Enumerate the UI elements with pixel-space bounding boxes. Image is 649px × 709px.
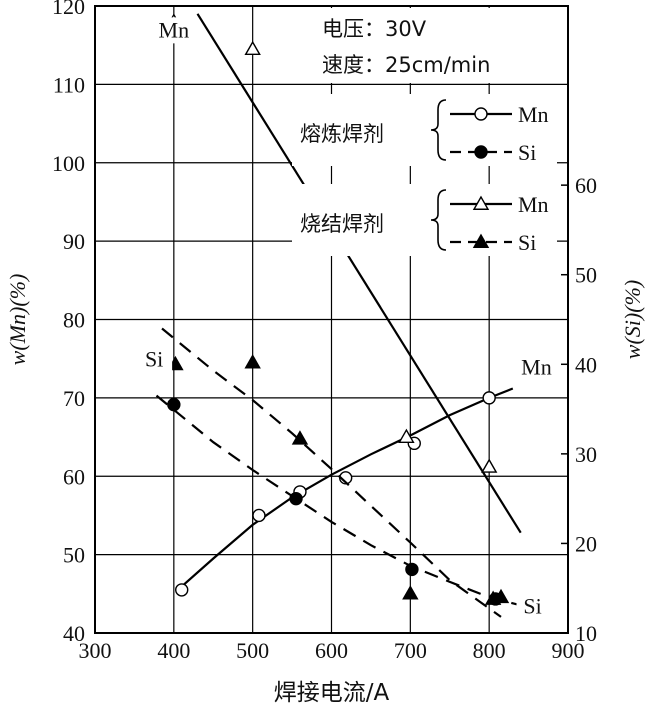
y-tick-label: 50: [63, 543, 85, 568]
y2-tick-label: 40: [575, 352, 597, 377]
legend-background: [292, 184, 557, 256]
legend-brace: [430, 99, 447, 161]
legend-entry-label: Mn: [518, 192, 549, 217]
y2-axis-label: w(Si)(%): [620, 280, 645, 359]
data-point-fused-mn: [175, 583, 189, 597]
conditions-box: 电压：30V 速度：25cm/min: [310, 8, 560, 83]
data-point-fused-si: [405, 562, 419, 577]
legend-group-label: 熔炼焊剂: [300, 122, 384, 146]
y2-tick-label: 10: [575, 621, 597, 646]
series-line-fused-mn: [177, 387, 514, 591]
x-tick-label: 800: [473, 638, 506, 663]
axis-ticks: 300 400 500 600 700 800 900 40 50 60 70 80 90 100 110 1…: [52, 0, 597, 663]
y-tick-label: 110: [53, 72, 85, 97]
annotation-background: [138, 346, 173, 373]
y2-tick-label: 20: [575, 531, 597, 556]
annotation-background: [520, 354, 555, 381]
legend-entry-label: Mn: [518, 102, 549, 127]
series-fused-si: [155, 394, 518, 606]
conditions-background: [310, 8, 560, 83]
condition-speed: 速度：25cm/min: [322, 53, 490, 77]
annotation-label-mn: Mn: [159, 17, 190, 42]
data-point-sintered-mn: [398, 428, 415, 444]
plot-series: [155, 13, 522, 618]
y-tick-label: 120: [52, 0, 85, 19]
legend-marker: [472, 195, 490, 210]
y-tick-label: 100: [52, 151, 85, 176]
y-tick-label: 90: [63, 229, 85, 254]
x-tick-label: 400: [157, 638, 190, 663]
plot-frame: [94, 5, 569, 634]
annotation-label-si: Si: [145, 347, 163, 372]
legend-brace: [430, 189, 447, 251]
x-axis-label: 焊接电流/A: [274, 680, 390, 706]
data-point-fused-mn: [252, 508, 266, 523]
annotations: Mn Si Mn Si: [138, 17, 555, 620]
x-tick-label: 300: [79, 638, 112, 663]
y-tick-label: 60: [63, 464, 85, 489]
x-tick-label: 700: [394, 638, 427, 663]
legend: 熔炼焊剂 Mn Si 烧结焊剂 Mn Si: [292, 94, 557, 256]
y2-tick-label: 60: [575, 173, 597, 198]
legend-entry-label: Si: [518, 230, 536, 255]
series-line-sintered-si: [161, 327, 502, 618]
annotation-label-si: Si: [523, 593, 541, 618]
data-point-sintered-si: [244, 354, 261, 369]
x-tick-label: 600: [315, 638, 348, 663]
data-point-fused-si: [167, 397, 181, 412]
condition-voltage: 电压：30V: [322, 17, 427, 41]
y-tick-label: 40: [63, 621, 85, 646]
series-sintered-mn: [165, 13, 522, 534]
y-tick-label: 80: [63, 308, 85, 333]
data-point-sintered-mn: [244, 40, 261, 56]
annotation-background: [157, 17, 192, 44]
data-point-sintered-si: [402, 585, 419, 600]
data-point-sintered-si: [492, 588, 510, 604]
y2-tick-label: 30: [575, 442, 597, 467]
data-point-sintered-mn: [480, 458, 498, 473]
y2-tick-label: 50: [575, 263, 597, 288]
y-tick-label: 70: [63, 386, 85, 411]
legend-entry-label: Si: [518, 140, 536, 165]
data-point-fused-si: [289, 491, 303, 506]
series-line-sintered-mn: [196, 13, 522, 534]
data-point-fused-mn: [482, 391, 496, 405]
legend-background: [292, 94, 557, 166]
x-tick-label: 500: [236, 638, 269, 663]
series-line-fused-si: [155, 394, 518, 606]
legend-marker: [474, 145, 488, 159]
annotation-label-mn: Mn: [521, 354, 552, 379]
data-point-sintered-si: [291, 430, 309, 445]
x-tick-label: 900: [552, 638, 585, 663]
legend-group-label: 烧结焊剂: [300, 212, 384, 236]
legend-marker: [474, 107, 488, 121]
y-axis-label: w(Mn)(%): [5, 274, 30, 366]
series-fused-mn: [175, 387, 514, 597]
annotation-background: [516, 593, 551, 620]
legend-marker: [472, 233, 490, 248]
